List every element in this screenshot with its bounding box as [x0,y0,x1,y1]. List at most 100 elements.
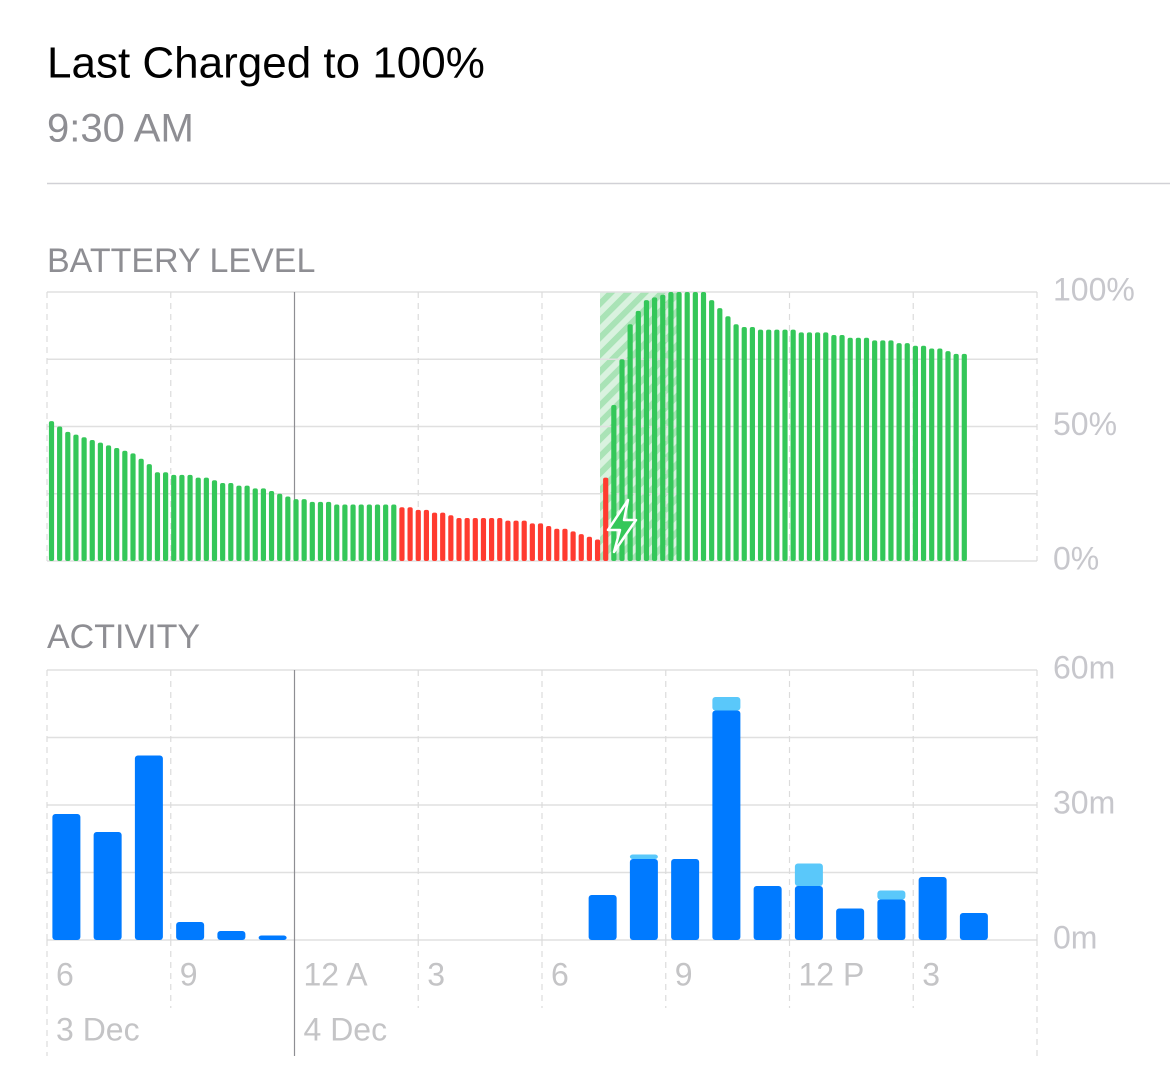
activity-bar [712,710,741,940]
battery-bar [489,517,495,561]
battery-bar [831,335,837,561]
battery-bar [399,507,405,561]
activity-bar [217,931,246,940]
battery-bar [179,474,185,561]
battery-bar [578,534,584,561]
x-tick-label: 12 P [799,956,865,992]
battery-bar [643,300,650,561]
activity-bar [877,890,906,900]
battery-bar [741,326,747,561]
battery-bar [171,474,177,561]
battery-bar [676,292,682,561]
activity-bar [134,755,163,940]
battery-bar [872,340,878,561]
battery-bar [912,345,918,561]
battery-bar [896,343,902,561]
activity-bar [877,899,906,940]
battery-bar [554,528,560,561]
y-tick-label: 0% [1053,540,1099,576]
battery-bar [154,472,161,561]
battery-bar [358,504,364,561]
battery-bar [163,472,169,561]
battery-bar [203,477,209,561]
battery-bar [448,515,454,561]
battery-bar [961,353,967,561]
activity-bar [918,877,947,940]
battery-bar [798,332,804,561]
battery-bar [733,324,739,561]
battery-bar [211,480,218,561]
battery-bar [937,348,943,561]
battery-bar [366,504,372,561]
activity-bar [93,832,122,940]
battery-bar [293,499,299,561]
battery-bar [342,504,348,561]
battery-bar [415,509,421,561]
y-tick-label: 0m [1053,919,1097,955]
battery-bar [220,482,226,561]
battery-bar [668,292,674,561]
battery-bar [236,485,242,561]
battery-bar [383,504,389,561]
battery-bar [65,431,71,561]
activity-bar [588,895,617,940]
battery-bar [260,488,266,561]
battery-bar [782,329,788,561]
battery-bar [660,294,666,561]
battery-bar [635,310,641,561]
battery-bar [374,504,381,561]
battery-bar [81,437,87,561]
battery-bar [717,308,723,561]
battery-bar [48,421,55,561]
battery-bar [407,507,413,561]
battery-bar [497,517,503,561]
battery-bar [73,434,79,561]
date-label: 3 Dec [56,1011,140,1047]
x-tick-label: 3 [427,956,445,992]
battery-bar [97,442,103,561]
battery-bar [309,501,315,561]
activity-bar [836,908,865,940]
battery-bar [888,340,894,561]
battery-bar [391,504,397,561]
battery-bar [839,335,845,561]
activity-bar [629,854,658,859]
battery-bar [187,474,193,561]
activity-bar [794,886,823,940]
battery-bar [790,329,796,561]
battery-bar [268,491,275,561]
section-title: ACTIVITY [47,618,200,656]
battery-bar [806,332,813,561]
battery-bar [546,526,552,561]
battery-bar [105,445,112,561]
x-tick-label: 9 [675,956,693,992]
date-label: 4 Dec [304,1011,388,1047]
battery-bar [244,485,250,561]
battery-bar [317,501,324,561]
battery-bar [757,329,764,561]
battery-bar [953,353,959,561]
battery-bar [847,337,853,561]
battery-bar [472,517,478,561]
battery-bar [228,482,234,561]
battery-bar [594,539,601,561]
activity-bar [176,922,205,940]
battery-bar [138,458,144,561]
activity-bar [258,935,287,940]
battery-bar [277,493,283,561]
battery-bar [692,292,698,561]
battery-bar [529,523,535,561]
battery-bar [725,316,731,561]
battery-bar [709,300,715,561]
battery-bar [513,520,519,561]
battery-bar [749,326,755,561]
charging-icon [606,498,638,554]
battery-bar [285,496,291,561]
activity-bar [712,697,741,711]
activity-bar [52,814,81,940]
battery-bar [456,517,462,561]
battery-bar [570,531,576,561]
battery-bar [57,426,63,561]
battery-bar [252,488,258,561]
